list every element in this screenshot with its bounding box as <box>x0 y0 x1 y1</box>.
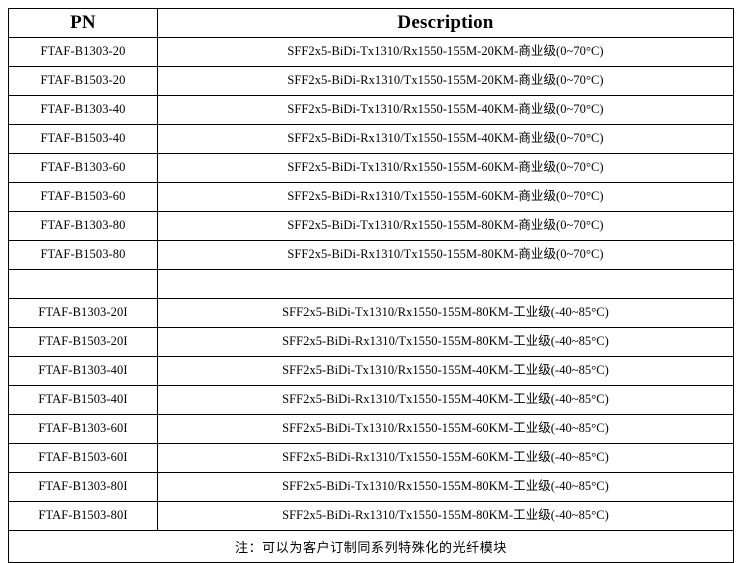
cell-pn: FTAF-B1503-60 <box>8 182 158 212</box>
table-row: FTAF-B1303-20I SFF2x5-BiDi-Tx1310/Rx1550-… <box>8 298 734 328</box>
cell-description: SFF2x5-BiDi-Tx1310/Rx1550-155M-60KM-商业级(… <box>157 153 734 183</box>
cell-pn: FTAF-B1503-80I <box>8 501 158 531</box>
cell-pn: FTAF-B1303-80 <box>8 211 158 241</box>
table-row: FTAF-B1303-40I SFF2x5-BiDi-Tx1310/Rx1550-… <box>8 356 734 386</box>
cell-pn: FTAF-B1303-20I <box>8 298 158 328</box>
cell-pn: FTAF-B1503-60I <box>8 443 158 473</box>
table-row: FTAF-B1303-60 SFF2x5-BiDi-Tx1310/Rx1550-1… <box>8 153 734 183</box>
cell-pn: FTAF-B1303-80I <box>8 472 158 502</box>
cell-pn: FTAF-B1303-60 <box>8 153 158 183</box>
cell-description: SFF2x5-BiDi-Tx1310/Rx1550-155M-80KM-工业级(… <box>157 472 734 502</box>
table-row: FTAF-B1503-20I SFF2x5-BiDi-Rx1310/Tx1550-… <box>8 327 734 357</box>
note-row: 注：可以为客户订制同系列特殊化的光纤模块 <box>8 530 734 563</box>
cell-description: SFF2x5-BiDi-Rx1310/Tx1550-155M-40KM-商业级(… <box>157 124 734 154</box>
cell-description: SFF2x5-BiDi-Rx1310/Tx1550-155M-80KM-商业级(… <box>157 240 734 270</box>
cell-pn: FTAF-B1303-40I <box>8 356 158 386</box>
cell-pn: FTAF-B1303-60I <box>8 414 158 444</box>
cell-description: SFF2x5-BiDi-Rx1310/Tx1550-155M-20KM-商业级(… <box>157 66 734 96</box>
table-spacer-row <box>8 269 734 299</box>
cell-pn: FTAF-B1503-40I <box>8 385 158 415</box>
table-footer: 注：可以为客户订制同系列特殊化的光纤模块 <box>8 530 734 563</box>
table-header: PN Description <box>8 8 734 38</box>
column-header-pn: PN <box>8 8 158 38</box>
table-row: FTAF-B1303-60I SFF2x5-BiDi-Tx1310/Rx1550-… <box>8 414 734 444</box>
cell-pn: FTAF-B1303-20 <box>8 37 158 67</box>
table-row: FTAF-B1503-20 SFF2x5-BiDi-Rx1310/Tx1550-1… <box>8 66 734 96</box>
table-header-row: PN Description <box>8 8 734 38</box>
table-body: FTAF-B1303-20 SFF2x5-BiDi-Tx1310/Rx1550-1… <box>8 37 734 531</box>
cell-description: SFF2x5-BiDi-Rx1310/Tx1550-155M-60KM-工业级(… <box>157 443 734 473</box>
table-row: FTAF-B1503-40 SFF2x5-BiDi-Rx1310/Tx1550-1… <box>8 124 734 154</box>
table-row: FTAF-B1503-80 SFF2x5-BiDi-Rx1310/Tx1550-1… <box>8 240 734 270</box>
cell-pn: FTAF-B1303-40 <box>8 95 158 125</box>
table-note: 注：可以为客户订制同系列特殊化的光纤模块 <box>8 530 734 563</box>
table-row: FTAF-B1303-80I SFF2x5-BiDi-Tx1310/Rx1550-… <box>8 472 734 502</box>
cell-pn-empty <box>8 269 158 299</box>
cell-pn: FTAF-B1503-80 <box>8 240 158 270</box>
cell-description: SFF2x5-BiDi-Tx1310/Rx1550-155M-80KM-商业级(… <box>157 211 734 241</box>
cell-pn: FTAF-B1503-20 <box>8 66 158 96</box>
cell-description: SFF2x5-BiDi-Tx1310/Rx1550-155M-60KM-工业级(… <box>157 414 734 444</box>
product-spec-table: PN Description FTAF-B1303-20 SFF2x5-BiDi-… <box>8 8 734 563</box>
column-header-description: Description <box>157 8 734 38</box>
table-row: FTAF-B1503-60 SFF2x5-BiDi-Rx1310/Tx1550-1… <box>8 182 734 212</box>
table-row: FTAF-B1503-80I SFF2x5-BiDi-Rx1310/Tx1550-… <box>8 501 734 531</box>
document-page: PN Description FTAF-B1303-20 SFF2x5-BiDi-… <box>8 8 734 563</box>
cell-pn: FTAF-B1503-20I <box>8 327 158 357</box>
table-row: FTAF-B1503-40I SFF2x5-BiDi-Rx1310/Tx1550-… <box>8 385 734 415</box>
table-row: FTAF-B1303-80 SFF2x5-BiDi-Tx1310/Rx1550-1… <box>8 211 734 241</box>
table-row: FTAF-B1303-40 SFF2x5-BiDi-Tx1310/Rx1550-1… <box>8 95 734 125</box>
cell-pn: FTAF-B1503-40 <box>8 124 158 154</box>
cell-description: SFF2x5-BiDi-Rx1310/Tx1550-155M-80KM-工业级(… <box>157 501 734 531</box>
cell-description-empty <box>157 269 734 299</box>
table-row: FTAF-B1503-60I SFF2x5-BiDi-Rx1310/Tx1550-… <box>8 443 734 473</box>
cell-description: SFF2x5-BiDi-Tx1310/Rx1550-155M-40KM-工业级(… <box>157 356 734 386</box>
cell-description: SFF2x5-BiDi-Rx1310/Tx1550-155M-60KM-商业级(… <box>157 182 734 212</box>
cell-description: SFF2x5-BiDi-Tx1310/Rx1550-155M-20KM-商业级(… <box>157 37 734 67</box>
table-row: FTAF-B1303-20 SFF2x5-BiDi-Tx1310/Rx1550-1… <box>8 37 734 67</box>
cell-description: SFF2x5-BiDi-Tx1310/Rx1550-155M-80KM-工业级(… <box>157 298 734 328</box>
cell-description: SFF2x5-BiDi-Rx1310/Tx1550-155M-80KM-工业级(… <box>157 327 734 357</box>
cell-description: SFF2x5-BiDi-Tx1310/Rx1550-155M-40KM-商业级(… <box>157 95 734 125</box>
cell-description: SFF2x5-BiDi-Rx1310/Tx1550-155M-40KM-工业级(… <box>157 385 734 415</box>
